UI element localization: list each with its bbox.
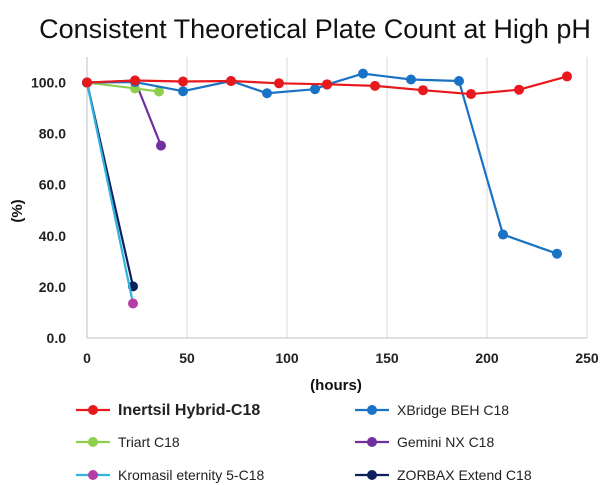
data-point: [178, 86, 188, 97]
data-point: [156, 140, 166, 151]
x-tick-label: 200: [475, 350, 499, 366]
legend-swatch-marker: [88, 470, 98, 480]
data-point: [130, 75, 140, 86]
x-tick-label: 0: [83, 350, 91, 366]
data-point: [514, 84, 524, 95]
data-point: [154, 86, 164, 97]
series-line: [86, 72, 558, 255]
series-line: [85, 82, 135, 304]
legend-swatch-marker: [367, 470, 377, 480]
x-tick-label: 50: [179, 350, 195, 366]
y-tick-label: 20.0: [39, 279, 66, 295]
legend: Inertsil Hybrid-C18 XBridge BEH C18 Triart…: [76, 402, 532, 483]
data-point: [498, 229, 508, 240]
plot-area: [82, 68, 572, 309]
data-point: [178, 76, 188, 87]
x-axis-label: (hours): [310, 377, 362, 394]
series-inertsil-hybrid-c18: [82, 71, 572, 100]
x-tick-labels: 0 50 100 150 200 250: [83, 350, 599, 366]
legend-item: Kromasil eternity 5-C18: [76, 467, 264, 483]
axes: [86, 57, 587, 339]
y-tick-label: 0.0: [47, 330, 67, 346]
legend-item: Triart C18: [76, 434, 180, 450]
legend-item: Gemini NX C18: [355, 434, 494, 450]
legend-item: Inertsil Hybrid-C18: [76, 402, 260, 419]
y-tick-label: 100.0: [31, 75, 66, 91]
legend-swatch-marker: [367, 405, 377, 415]
grid-lines: [186, 57, 588, 338]
legend-swatch-marker: [367, 437, 377, 447]
data-point: [466, 89, 476, 100]
y-tick-label: 40.0: [39, 228, 66, 244]
legend-label: ZORBAX Extend C18: [397, 467, 532, 483]
legend-swatch-marker: [88, 437, 98, 447]
data-point: [358, 68, 368, 79]
legend-label: Triart C18: [118, 434, 180, 450]
data-point: [454, 76, 464, 87]
legend-label: XBridge BEH C18: [397, 402, 509, 418]
series-zorbax-extend-c18: [82, 77, 138, 292]
data-point: [274, 78, 284, 89]
data-point: [82, 77, 92, 88]
data-point: [322, 79, 332, 90]
legend-label: Inertsil Hybrid-C18: [118, 402, 260, 419]
y-tick-labels: 0.0 20.0 40.0 60.0 80.0 100.0: [31, 75, 66, 346]
legend-label: Gemini NX C18: [397, 434, 494, 450]
data-point: [226, 76, 236, 87]
data-point: [406, 74, 416, 85]
legend-item: ZORBAX Extend C18: [355, 467, 532, 483]
y-tick-label: 60.0: [39, 177, 66, 193]
data-point: [310, 84, 320, 95]
x-tick-label: 250: [575, 350, 599, 366]
x-tick-label: 150: [375, 350, 399, 366]
data-point: [562, 71, 572, 82]
legend-label: Kromasil eternity 5-C18: [118, 467, 264, 483]
data-point: [370, 80, 380, 91]
y-axis-label: (%): [9, 199, 26, 222]
x-tick-label: 100: [275, 350, 299, 366]
chart-title: Consistent Theoretical Plate Count at Hi…: [39, 14, 591, 44]
data-point: [552, 248, 562, 259]
data-point: [128, 298, 138, 309]
legend-item: XBridge BEH C18: [355, 402, 509, 418]
series-xbridge-beh-c18: [82, 68, 562, 259]
data-point: [262, 88, 272, 99]
data-point: [418, 85, 428, 96]
y-tick-label: 80.0: [39, 126, 66, 142]
legend-swatch-marker: [88, 405, 98, 415]
